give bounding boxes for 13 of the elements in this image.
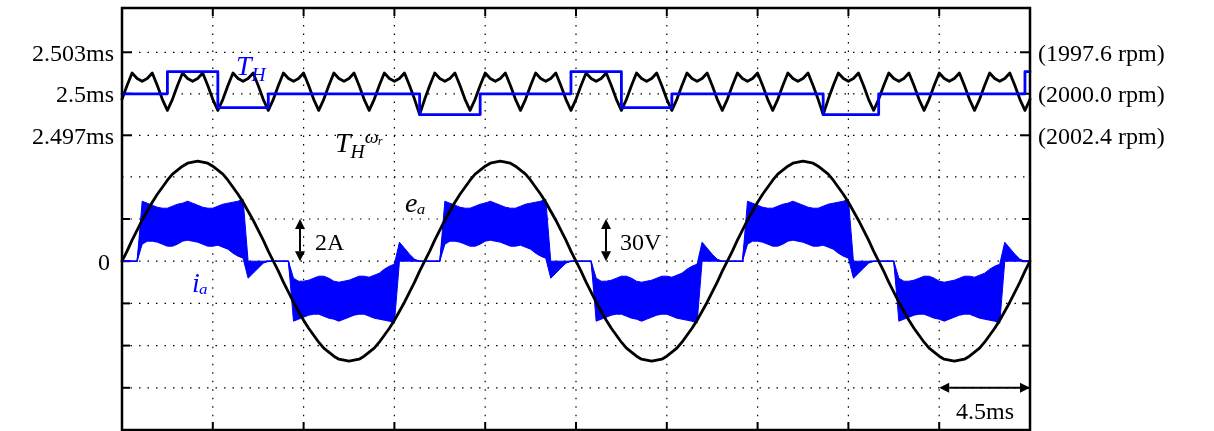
annotation: 2A	[315, 229, 345, 255]
annotation: 30V	[620, 229, 662, 255]
y2-tick-label: (1997.6 rpm)	[1038, 39, 1165, 66]
series-label: T$_{H}$	[236, 50, 268, 85]
series-label: iₐ	[192, 267, 208, 298]
y-tick-label: 2.497ms	[31, 122, 114, 149]
text: 4.5ms	[955, 398, 1015, 424]
y-tick-label: 2.503ms	[31, 39, 114, 66]
text: 0	[98, 249, 110, 275]
y2-tick-label: (2002.4 rpm)	[1038, 122, 1165, 149]
series-label: eₐ	[405, 187, 426, 218]
y-tick-label: 2.5ms	[55, 81, 114, 108]
y2-tick-label: (2000.0 rpm)	[1038, 81, 1165, 108]
